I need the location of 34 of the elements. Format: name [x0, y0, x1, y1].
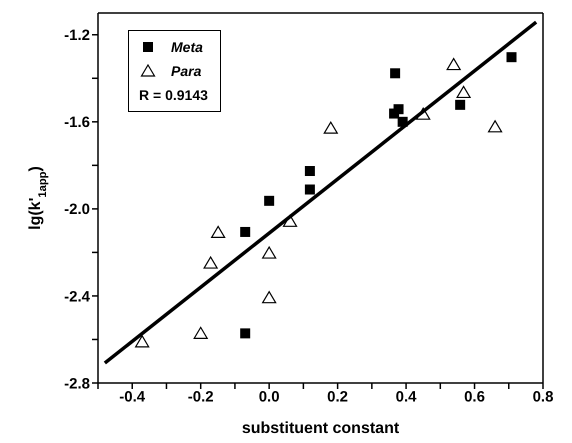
- x-tick-label: -0.2: [188, 388, 214, 406]
- point: [455, 100, 466, 110]
- y-tick-label: -2.0: [64, 201, 90, 218]
- y-tick-label: -1.6: [64, 114, 90, 132]
- point: [211, 226, 226, 238]
- point: [446, 58, 461, 70]
- point: [262, 246, 276, 259]
- x-tick-label: 0.0: [258, 388, 280, 406]
- point: [324, 122, 338, 134]
- point: [240, 328, 250, 338]
- y-tick-label: -1.2: [64, 27, 90, 44]
- point: [264, 196, 274, 206]
- point: [194, 326, 208, 339]
- point: [262, 291, 276, 304]
- point: [204, 256, 218, 269]
- x-axis-title: substituent constant: [242, 420, 400, 437]
- x-tick-label: 0.2: [327, 388, 348, 406]
- x-tick-label: 0.6: [464, 388, 485, 406]
- point: [390, 68, 400, 78]
- point: [488, 120, 502, 132]
- x-tick-label: 0.8: [532, 388, 554, 406]
- point: [456, 86, 471, 98]
- annotation: R = 0.9143: [139, 86, 208, 105]
- x-tick-label: 0.4: [396, 388, 418, 406]
- point: [506, 52, 517, 62]
- y-tick-label: -2.4: [64, 288, 91, 306]
- point: [135, 335, 150, 348]
- point: [304, 166, 315, 176]
- point: [240, 226, 250, 237]
- x-tick-label: -0.4: [119, 388, 146, 406]
- legend-label: Para: [171, 63, 202, 79]
- point: [304, 184, 315, 195]
- legend-label: Meta: [171, 39, 203, 55]
- y-tick-label: -2.8: [64, 375, 90, 392]
